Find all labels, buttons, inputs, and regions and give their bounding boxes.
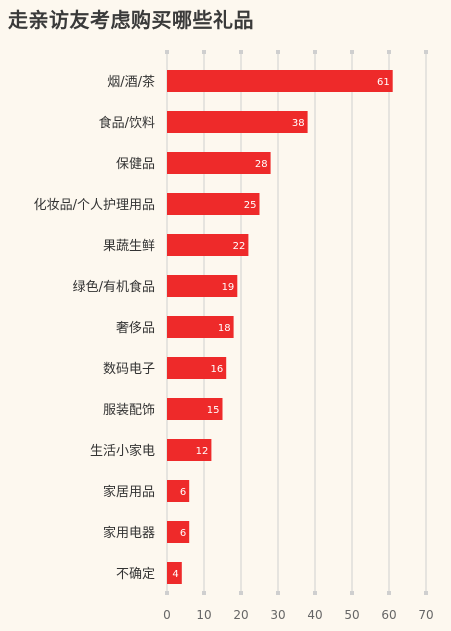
bar (167, 193, 260, 215)
bar-value-label: 18 (218, 323, 231, 334)
x-tick-label: 40 (307, 608, 322, 622)
bar-value-label: 15 (207, 405, 220, 416)
category-label: 不确定 (116, 567, 155, 582)
gridline-cap (313, 591, 317, 595)
bar (167, 152, 271, 174)
gridline-cap (165, 591, 169, 595)
category-label: 生活小家电 (90, 443, 155, 459)
x-tick-label: 70 (418, 608, 433, 622)
category-label: 服装配饰 (103, 403, 155, 418)
bar-value-label: 19 (222, 282, 235, 293)
gridline-cap (165, 50, 169, 54)
category-label: 保健品 (116, 157, 155, 172)
x-tick-label: 20 (233, 608, 248, 622)
bar-value-label: 4 (172, 569, 178, 580)
gridline-cap (276, 591, 280, 595)
bar (167, 275, 238, 297)
category-label-layer: 烟/酒/茶食品/饮料保健品化妆品/个人护理用品果蔬生鲜绿色/有机食品奢侈品数码电… (34, 74, 155, 582)
gridline-cap (350, 50, 354, 54)
bar-value-label: 12 (196, 446, 209, 457)
gridline-cap (350, 591, 354, 595)
gridline-cap (313, 50, 317, 54)
x-tick-label: 60 (381, 608, 396, 622)
bar (167, 234, 249, 256)
bar-value-label: 22 (233, 241, 246, 252)
gridline-cap (424, 591, 428, 595)
bar (167, 521, 190, 543)
bar-value-label: 38 (292, 118, 305, 129)
bar (167, 480, 190, 502)
category-label: 果蔬生鲜 (103, 239, 155, 254)
gridline-cap (202, 50, 206, 54)
bar (167, 398, 223, 420)
x-tick-label: 10 (196, 608, 211, 622)
bar-value-label: 61 (377, 77, 390, 88)
category-label: 家居用品 (103, 484, 155, 500)
bar-value-label: 25 (244, 200, 257, 211)
chart-title: 走亲访友考虑购买哪些礼品 (8, 8, 254, 32)
gridline-cap (239, 50, 243, 54)
x-tick-label: 30 (270, 608, 285, 622)
bar (167, 562, 182, 584)
bar (167, 316, 234, 338)
bar-value-label: 6 (180, 528, 186, 539)
category-label: 绿色/有机食品 (73, 279, 155, 295)
gridline-cap (276, 50, 280, 54)
bar (167, 70, 393, 92)
category-label: 奢侈品 (116, 321, 155, 336)
category-label: 家用电器 (103, 525, 155, 541)
x-tick-label: 50 (344, 608, 359, 622)
category-label: 食品/饮料 (99, 115, 155, 131)
gridline-cap (424, 50, 428, 54)
bar-value-label: 16 (210, 364, 223, 375)
bar-layer: 61 38 28 25 22 19 18 16 15 12 6 6 4 (167, 70, 393, 584)
bar (167, 111, 308, 133)
category-label: 烟/酒/茶 (107, 74, 155, 90)
bar (167, 357, 227, 379)
bar-value-label: 6 (180, 487, 186, 498)
gridline-cap (387, 50, 391, 54)
category-label: 数码电子 (103, 362, 155, 377)
gridline-cap (387, 591, 391, 595)
category-label: 化妆品/个人护理用品 (34, 198, 155, 213)
gridline-cap (202, 591, 206, 595)
x-tick-label: 0 (163, 608, 171, 622)
bar-value-label: 28 (255, 159, 268, 170)
tick-label-layer: 0 10 20 30 40 50 60 70 (163, 608, 433, 622)
gridline-cap (239, 591, 243, 595)
bar (167, 439, 212, 461)
